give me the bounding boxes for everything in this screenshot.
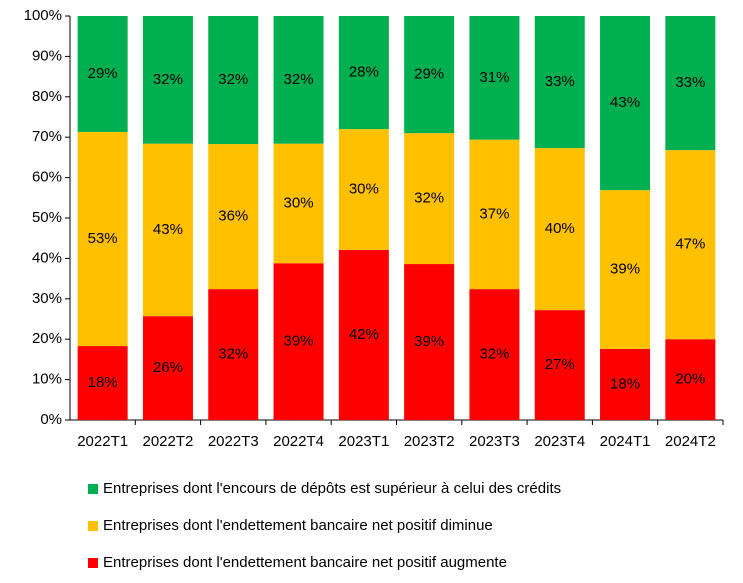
bar-segment bbox=[469, 139, 520, 290]
data-label: 18% bbox=[88, 374, 118, 391]
legend-label: Entreprises dont l'encours de dépôts est… bbox=[103, 480, 561, 497]
data-label: 39% bbox=[610, 260, 640, 277]
data-label: 29% bbox=[414, 66, 444, 83]
legend-label: Entreprises dont l'endettement bancaire … bbox=[103, 517, 493, 534]
bar-segment bbox=[338, 16, 389, 130]
x-tick-label: 2023T2 bbox=[404, 433, 455, 450]
bar-segment bbox=[338, 249, 389, 420]
y-tick-label: 60% bbox=[32, 169, 62, 186]
bar-segment bbox=[142, 143, 193, 317]
data-label: 32% bbox=[479, 346, 509, 363]
x-tick-label: 2022T1 bbox=[77, 433, 128, 450]
x-tick-label: 2023T1 bbox=[338, 433, 389, 450]
legend-swatch bbox=[88, 484, 98, 494]
data-label: 39% bbox=[414, 333, 444, 350]
bar-segment bbox=[600, 16, 651, 191]
bar-segment bbox=[469, 16, 520, 140]
y-tick-label: 100% bbox=[24, 7, 62, 24]
bar-segment bbox=[142, 316, 193, 420]
bar-segment bbox=[273, 263, 324, 420]
y-tick-label: 30% bbox=[32, 290, 62, 307]
bar-segment bbox=[665, 150, 716, 340]
x-tick-label: 2024T1 bbox=[600, 433, 651, 450]
bar-segment bbox=[600, 190, 651, 349]
data-label: 20% bbox=[675, 371, 705, 388]
bar-segment bbox=[273, 16, 324, 144]
bar-segment bbox=[338, 129, 389, 250]
bar-segment bbox=[208, 16, 259, 145]
y-tick-label: 90% bbox=[32, 47, 62, 64]
bar-segment bbox=[77, 346, 128, 420]
data-label: 32% bbox=[153, 71, 183, 88]
data-label: 32% bbox=[218, 346, 248, 363]
bar-segment bbox=[404, 16, 455, 134]
data-label: 33% bbox=[675, 74, 705, 91]
data-label: 32% bbox=[414, 190, 444, 207]
data-label: 36% bbox=[218, 208, 248, 225]
x-tick-label: 2022T2 bbox=[143, 433, 194, 450]
x-tick-label: 2022T4 bbox=[273, 433, 324, 450]
data-label: 31% bbox=[479, 69, 509, 86]
x-tick-label: 2024T2 bbox=[665, 433, 716, 450]
data-label: 29% bbox=[88, 65, 118, 82]
bar-segment bbox=[665, 339, 716, 420]
bar-segment bbox=[208, 144, 259, 290]
bar-segment bbox=[534, 148, 585, 311]
data-label: 43% bbox=[153, 221, 183, 238]
x-tick-label: 2022T3 bbox=[208, 433, 259, 450]
bar-segment bbox=[404, 264, 455, 420]
y-tick-label: 70% bbox=[32, 128, 62, 145]
data-label: 26% bbox=[153, 359, 183, 376]
y-tick-label: 10% bbox=[32, 371, 62, 388]
data-label: 53% bbox=[88, 230, 118, 247]
x-tick-label: 2023T3 bbox=[469, 433, 520, 450]
data-label: 30% bbox=[349, 180, 379, 197]
y-tick-label: 80% bbox=[32, 88, 62, 105]
bar-segment bbox=[665, 16, 716, 151]
bar-segment bbox=[273, 143, 324, 264]
data-label: 33% bbox=[545, 73, 575, 90]
data-label: 43% bbox=[610, 94, 640, 111]
data-label: 27% bbox=[545, 356, 575, 373]
data-label: 40% bbox=[545, 220, 575, 237]
legend-swatch bbox=[88, 521, 98, 531]
bar-segment bbox=[534, 16, 585, 149]
data-label: 28% bbox=[349, 64, 379, 81]
bar-segment bbox=[600, 348, 651, 420]
y-tick-label: 0% bbox=[40, 411, 62, 428]
legend-swatch bbox=[88, 558, 98, 568]
bar-segment bbox=[208, 289, 259, 420]
x-tick-label: 2023T4 bbox=[534, 433, 585, 450]
y-tick-label: 40% bbox=[32, 249, 62, 266]
data-label: 37% bbox=[479, 205, 509, 222]
legend-label: Entreprises dont l'endettement bancaire … bbox=[103, 554, 507, 571]
data-label: 18% bbox=[610, 375, 640, 392]
y-tick-label: 50% bbox=[32, 209, 62, 226]
data-label: 32% bbox=[284, 71, 314, 88]
y-tick-label: 20% bbox=[32, 330, 62, 347]
data-label: 42% bbox=[349, 326, 379, 343]
data-label: 32% bbox=[218, 71, 248, 88]
bar-segment bbox=[469, 289, 520, 420]
data-label: 30% bbox=[284, 194, 314, 211]
bar-segment bbox=[142, 16, 193, 144]
data-label: 47% bbox=[675, 236, 705, 253]
bar-segment bbox=[534, 310, 585, 420]
bar-segment bbox=[404, 133, 455, 265]
bar-segment bbox=[77, 131, 128, 347]
data-label: 39% bbox=[284, 333, 314, 350]
bar-segment bbox=[77, 16, 128, 132]
